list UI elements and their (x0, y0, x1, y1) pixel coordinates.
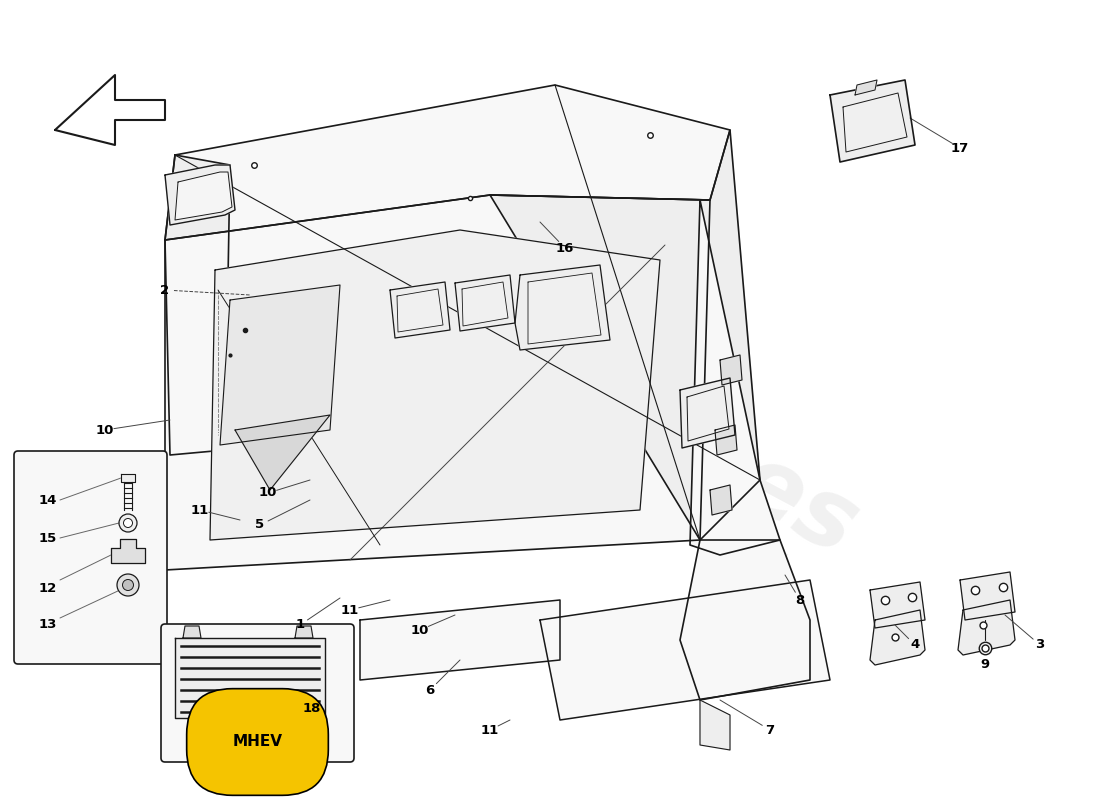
Text: 9: 9 (980, 658, 990, 671)
Polygon shape (680, 540, 810, 700)
Text: MHEV: MHEV (232, 734, 283, 750)
FancyBboxPatch shape (14, 451, 167, 664)
Text: 12: 12 (39, 582, 57, 594)
Text: 6: 6 (426, 683, 434, 697)
Polygon shape (700, 700, 730, 750)
Text: 11: 11 (341, 603, 359, 617)
Text: 15: 15 (39, 531, 57, 545)
Polygon shape (111, 539, 145, 563)
Text: 11: 11 (191, 503, 209, 517)
Polygon shape (360, 600, 560, 680)
Polygon shape (490, 130, 760, 540)
Polygon shape (710, 485, 732, 515)
Polygon shape (720, 355, 742, 385)
Text: passionate parts since 1985: passionate parts since 1985 (450, 381, 791, 579)
Polygon shape (462, 282, 508, 326)
Polygon shape (295, 626, 313, 638)
Polygon shape (165, 165, 235, 225)
Polygon shape (55, 75, 165, 145)
Polygon shape (830, 80, 915, 162)
Polygon shape (235, 415, 330, 490)
Polygon shape (183, 626, 201, 638)
Polygon shape (175, 638, 324, 718)
Polygon shape (165, 85, 730, 240)
Text: 10: 10 (96, 423, 114, 437)
Circle shape (123, 518, 132, 527)
Polygon shape (870, 610, 925, 665)
Polygon shape (220, 285, 340, 445)
Text: 10: 10 (410, 623, 429, 637)
Polygon shape (690, 200, 780, 555)
Text: 5: 5 (255, 518, 265, 531)
Polygon shape (165, 155, 230, 455)
Text: 4: 4 (911, 638, 920, 651)
Text: 10: 10 (258, 486, 277, 499)
Polygon shape (715, 425, 737, 455)
Polygon shape (870, 582, 925, 628)
Polygon shape (175, 172, 232, 220)
Polygon shape (958, 600, 1015, 655)
Polygon shape (455, 275, 515, 331)
Polygon shape (210, 230, 660, 540)
Polygon shape (855, 80, 877, 95)
Text: 16: 16 (556, 242, 574, 254)
Circle shape (122, 579, 133, 590)
Text: eurospares: eurospares (287, 205, 873, 575)
Text: 11: 11 (481, 723, 499, 737)
Text: 17: 17 (950, 142, 969, 154)
Polygon shape (688, 386, 729, 441)
Polygon shape (397, 289, 443, 332)
Polygon shape (843, 93, 908, 152)
Circle shape (117, 574, 139, 596)
Polygon shape (960, 572, 1015, 620)
Text: 18: 18 (302, 702, 321, 714)
Polygon shape (121, 474, 135, 482)
Text: 13: 13 (39, 618, 57, 631)
Polygon shape (390, 282, 450, 338)
Text: 1: 1 (296, 618, 305, 631)
Text: 3: 3 (1035, 638, 1045, 651)
Polygon shape (165, 195, 710, 570)
FancyBboxPatch shape (161, 624, 354, 762)
Text: 2: 2 (161, 283, 169, 297)
Polygon shape (515, 265, 611, 350)
Text: 14: 14 (39, 494, 57, 506)
Polygon shape (528, 273, 601, 344)
Polygon shape (540, 580, 830, 720)
Circle shape (119, 514, 138, 532)
Text: 7: 7 (766, 723, 774, 737)
Text: 8: 8 (795, 594, 804, 606)
Polygon shape (680, 378, 735, 448)
